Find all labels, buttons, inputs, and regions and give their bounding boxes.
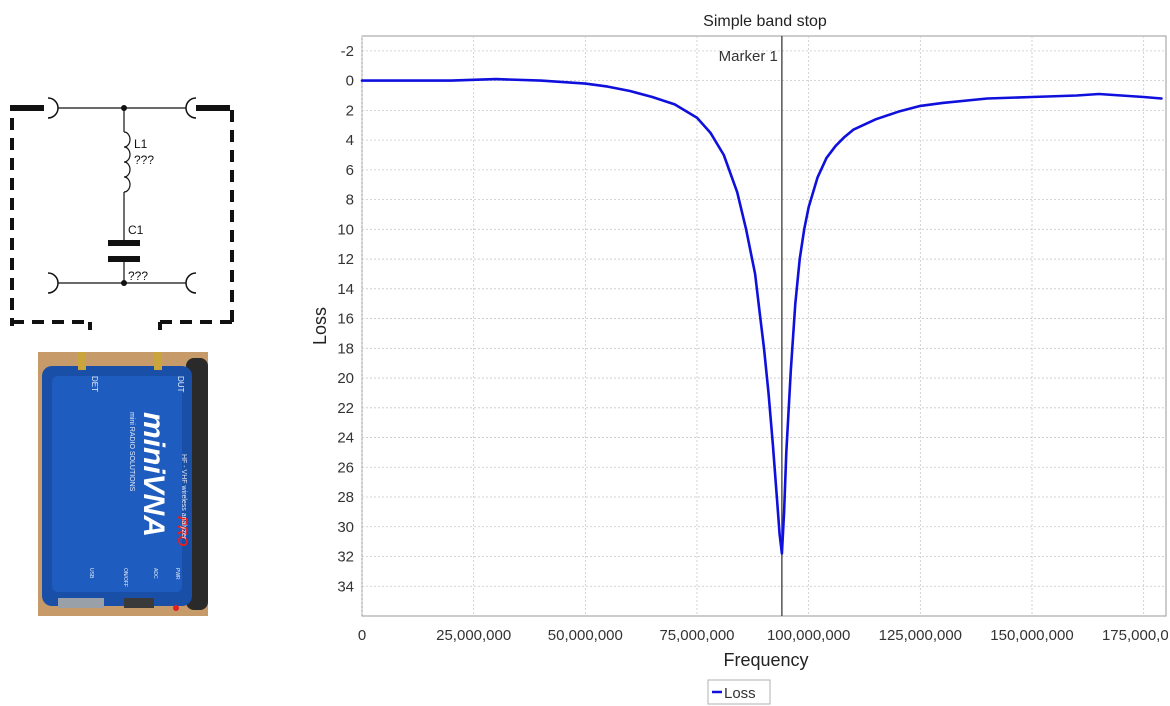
device-badge: PRO — [175, 516, 191, 546]
y-tick-label: 10 — [337, 221, 354, 238]
y-tick-label: -2 — [341, 43, 354, 60]
capacitor-value: ??? — [128, 269, 148, 283]
marker-layer: Marker 1 — [719, 36, 783, 616]
device-brand: miniVNA — [137, 412, 170, 537]
device-label-onoff: ON/OFF — [122, 568, 128, 587]
x-tick-label: 175,000,000 — [1102, 627, 1168, 644]
marker-1-label: Marker 1 — [719, 48, 778, 65]
legend-label: Loss — [724, 685, 756, 702]
device-panel — [52, 376, 182, 592]
y-tick-label: 34 — [337, 578, 354, 595]
usb-port — [58, 598, 104, 608]
chart-title: Simple band stop — [703, 13, 827, 30]
junction-bottom — [121, 280, 127, 286]
y-tick-label: 20 — [337, 370, 354, 387]
minivna-device-photo: miniVNA PRO mini RADIO SOLUTIONS HF - VH… — [38, 352, 208, 616]
y-tick-label: 4 — [346, 132, 354, 149]
device-port-right: DUT — [176, 376, 185, 393]
device-subtitle: HF - VHF wireless analyzer — [180, 454, 187, 540]
device-label-usb: USB — [88, 568, 94, 579]
device-maker: mini RADIO SOLUTIONS — [128, 412, 135, 492]
capacitor-plate-bottom — [108, 256, 140, 262]
y-tick-label: 28 — [337, 489, 354, 506]
inductor-label: L1 — [134, 137, 148, 151]
device-label-adc: ADC — [152, 568, 158, 579]
y-tick-label: 8 — [346, 192, 354, 209]
x-tick-label: 125,000,000 — [879, 627, 962, 644]
switch — [124, 598, 154, 608]
y-tick-label: 26 — [337, 459, 354, 476]
y-tick-label: 2 — [346, 102, 354, 119]
sma-connector-left — [78, 352, 86, 370]
x-axis-ticks: 0 25,000,000 50,000,000 75,000,000 100,000,0… — [358, 627, 1168, 644]
x-tick-label: 50,000,000 — [548, 627, 623, 644]
x-tick-label: 0 — [358, 627, 366, 644]
dashed-cable — [10, 110, 234, 330]
y-tick-label: 30 — [337, 519, 354, 536]
series-line-loss — [360, 77, 1163, 555]
junction-top — [121, 105, 127, 111]
y-tick-label: 18 — [337, 340, 354, 357]
sma-connector-right — [154, 352, 162, 370]
connector-in-top — [47, 97, 59, 119]
x-tick-label: 150,000,000 — [990, 627, 1073, 644]
y-tick-label: 0 — [346, 73, 354, 90]
x-tick-label: 25,000,000 — [436, 627, 511, 644]
series-layer — [360, 77, 1163, 555]
device-port-left: DET — [90, 376, 99, 392]
y-tick-label: 14 — [337, 281, 354, 298]
y-tick-label: 6 — [346, 162, 354, 179]
connector-in-bottom — [47, 272, 59, 294]
loss-chart: Simple band stop Marker 1 -2024681012141… — [310, 13, 1168, 705]
x-axis-title: Frequency — [723, 650, 808, 670]
connector-out-bottom — [185, 272, 197, 294]
device-label-pwr: PWR — [174, 568, 180, 580]
capacitor-label: C1 — [128, 223, 144, 237]
capacitor-plate-top — [108, 240, 140, 246]
y-tick-label: 24 — [337, 430, 354, 447]
inductor-symbol — [123, 131, 131, 193]
inductor-value: ??? — [134, 153, 154, 167]
filter-schematic: L1 ??? C1 ??? — [10, 97, 234, 330]
y-tick-label: 22 — [337, 400, 354, 417]
y-axis-title: Loss — [310, 307, 330, 345]
legend: Loss — [707, 679, 771, 705]
grid — [361, 36, 1166, 616]
plot-area — [361, 35, 1167, 617]
x-tick-label: 100,000,000 — [767, 627, 850, 644]
connector-out-top — [185, 97, 197, 119]
y-tick-label: 32 — [337, 549, 354, 566]
led-indicator — [173, 605, 179, 611]
y-tick-label: 16 — [337, 311, 354, 328]
y-tick-label: 12 — [337, 251, 354, 268]
x-tick-label: 75,000,000 — [659, 627, 734, 644]
